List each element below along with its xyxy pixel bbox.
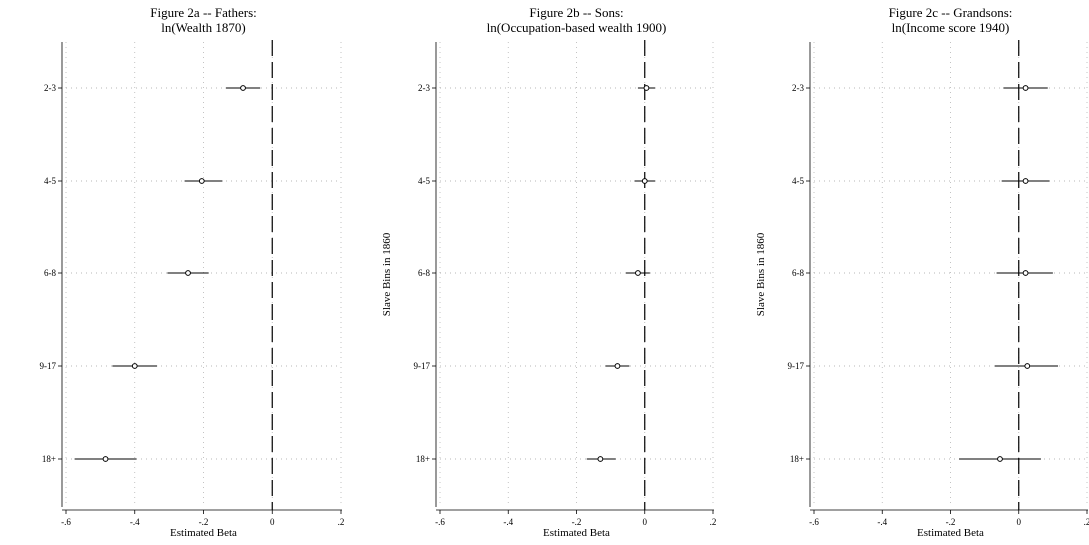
- y-axis-title: Slave Bins in 1860: [755, 232, 767, 316]
- x-tick-label: -.2: [946, 517, 956, 527]
- x-tick-label: -.2: [572, 517, 582, 527]
- y-tick-label: 4-5: [44, 176, 56, 186]
- x-tick-label: -.4: [503, 517, 513, 527]
- y-tick-label: 6-8: [792, 268, 804, 278]
- y-axis-title: Slave Bins in 1860: [381, 232, 393, 316]
- panel-3: Figure 2c -- Grandsons:ln(Income score 1…: [755, 5, 1089, 539]
- chart-subtitle: ln(Wealth 1870): [161, 20, 246, 35]
- chart-title: Figure 2a -- Fathers:: [150, 5, 257, 20]
- x-tick-label: -.4: [877, 517, 887, 527]
- x-tick-label: 0: [643, 517, 648, 527]
- y-tick-label: 6-8: [418, 268, 430, 278]
- point-estimate: [131, 363, 138, 369]
- point-estimate: [635, 270, 641, 276]
- x-tick-label: -.6: [809, 517, 819, 527]
- y-tick-label: 2-3: [792, 83, 804, 93]
- y-tick-label: 9-17: [40, 361, 57, 371]
- y-tick-label: 2-3: [44, 83, 56, 93]
- y-tick-label: 18+: [790, 454, 804, 464]
- chart-title: Figure 2c -- Grandsons:: [889, 5, 1013, 20]
- x-tick-label: .2: [710, 517, 717, 527]
- panel-1: Figure 2a -- Fathers:ln(Wealth 1870) -.6 -…: [40, 5, 345, 539]
- x-tick-label: .2: [1084, 517, 1089, 527]
- x-axis-title: Estimated Beta: [170, 527, 237, 539]
- point-estimate: [1022, 178, 1029, 184]
- y-tick-label: 9-17: [788, 361, 805, 371]
- panel-2: Figure 2b -- Sons:ln(Occupation-based we…: [381, 5, 716, 539]
- x-tick-label: -.6: [435, 517, 445, 527]
- x-tick-label: 0: [1017, 517, 1022, 527]
- point-estimate: [198, 178, 205, 184]
- y-tick-label: 18+: [416, 454, 430, 464]
- x-tick-label: -.6: [61, 517, 71, 527]
- chart-subtitle: ln(Occupation-based wealth 1900): [487, 20, 667, 35]
- point-estimate: [614, 363, 621, 369]
- x-tick-label: 0: [270, 517, 275, 527]
- y-tick-label: 9-17: [414, 361, 431, 371]
- point-estimate: [643, 85, 650, 91]
- point-estimate: [1024, 363, 1031, 369]
- x-axis-title: Estimated Beta: [543, 527, 610, 539]
- x-tick-label: -.4: [130, 517, 140, 527]
- point-estimate: [597, 456, 604, 462]
- point-estimate: [997, 456, 1003, 462]
- point-estimate: [1022, 85, 1029, 91]
- point-estimate: [641, 178, 648, 184]
- y-tick-label: 4-5: [792, 176, 804, 186]
- y-tick-label: 2-3: [418, 83, 430, 93]
- y-tick-label: 6-8: [44, 268, 56, 278]
- point-estimate: [102, 456, 109, 462]
- chart-subtitle: ln(Income score 1940): [892, 20, 1010, 35]
- y-tick-label: 18+: [42, 454, 56, 464]
- chart-title: Figure 2b -- Sons:: [529, 5, 623, 20]
- point-estimate: [185, 270, 191, 276]
- point-estimate: [240, 85, 246, 91]
- x-axis-title: Estimated Beta: [917, 527, 984, 539]
- x-tick-label: -.2: [199, 517, 209, 527]
- point-estimate: [1022, 270, 1029, 276]
- y-tick-label: 4-5: [418, 176, 430, 186]
- x-tick-label: .2: [338, 517, 345, 527]
